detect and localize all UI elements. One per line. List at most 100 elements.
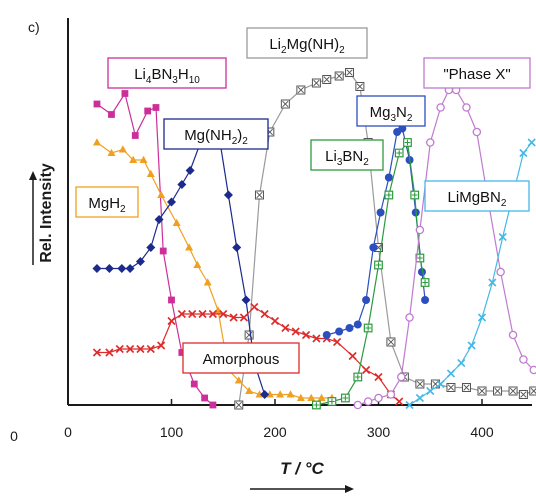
y-axis-arrowhead	[29, 171, 37, 180]
data-point	[307, 393, 316, 401]
corner-zero-label: 0	[10, 428, 18, 444]
data-point	[117, 264, 127, 273]
data-point	[403, 138, 412, 147]
data-point	[301, 330, 311, 340]
data-point	[185, 243, 194, 251]
data-point	[126, 344, 135, 354]
data-point	[107, 148, 116, 156]
data-point	[374, 372, 383, 382]
data-point	[322, 75, 332, 84]
data-point	[477, 313, 487, 322]
data-point	[312, 400, 321, 410]
data-point	[244, 330, 254, 340]
label-box	[107, 57, 227, 89]
data-point	[198, 309, 207, 319]
data-point	[395, 397, 404, 406]
label-box	[310, 139, 384, 171]
data-point	[115, 344, 124, 354]
data-point	[436, 379, 445, 389]
series-layer	[92, 68, 536, 410]
data-point	[333, 337, 342, 347]
data-point	[92, 138, 101, 146]
series-label-MgNH22: Mg(NH2)2	[163, 118, 269, 150]
series-PhaseX	[353, 85, 536, 410]
data-point	[420, 278, 430, 287]
x-axis-label: T / °C	[280, 459, 324, 478]
data-point	[363, 397, 373, 406]
label-box	[75, 186, 139, 218]
data-point	[118, 145, 127, 153]
data-point	[345, 68, 355, 77]
data-point	[296, 393, 305, 401]
data-point	[518, 390, 528, 399]
panel-label: c)	[28, 19, 40, 35]
data-point	[223, 190, 233, 200]
series-Li3BN2	[312, 138, 430, 410]
data-point	[185, 166, 195, 175]
data-point	[270, 316, 280, 326]
data-point	[250, 302, 259, 312]
data-point	[374, 260, 383, 270]
x-tick-label: 100	[160, 424, 184, 440]
data-point	[260, 309, 269, 319]
data-point	[135, 257, 145, 266]
data-point	[168, 296, 175, 304]
series-Li4BN3H10	[93, 90, 217, 409]
data-point	[245, 386, 254, 394]
data-point	[178, 349, 186, 356]
data-point	[335, 327, 344, 336]
data-point	[362, 365, 371, 375]
data-point	[327, 397, 337, 406]
data-point	[353, 400, 363, 410]
data-point	[311, 78, 321, 88]
label-text: LiMgBN2	[448, 189, 507, 209]
data-point	[219, 309, 228, 319]
data-point	[529, 386, 536, 396]
label-text: Li4BN3H10	[134, 66, 200, 86]
data-point	[154, 215, 164, 224]
data-point	[121, 90, 129, 97]
data-point	[188, 309, 197, 319]
data-point	[172, 218, 181, 226]
series-line	[316, 141, 426, 406]
data-point	[232, 243, 242, 252]
data-point	[146, 169, 155, 177]
data-point	[129, 155, 138, 163]
data-point	[415, 225, 425, 235]
series-labels: Li4BN3H10 Li2Mg(NH)2 "Phase X" Mg(NH2)2 Mg3N…	[75, 27, 531, 374]
series-label-LiMgBN2: LiMgBN2	[424, 180, 530, 212]
data-point	[317, 393, 326, 401]
data-point	[312, 334, 321, 343]
data-point	[446, 383, 456, 392]
data-point	[286, 390, 295, 398]
data-point	[457, 358, 466, 368]
data-point	[280, 99, 290, 109]
label-text: Li2Mg(NH)2	[269, 36, 345, 56]
data-point	[410, 190, 420, 200]
data-point	[201, 394, 209, 402]
data-point	[405, 313, 414, 322]
data-point	[415, 379, 425, 389]
label-text: Amorphous	[203, 351, 280, 368]
series-label-LiMgNH: Li2Mg(NH)2	[246, 27, 368, 59]
label-text: "Phase X"	[443, 66, 510, 83]
data-point	[144, 107, 152, 115]
series-line	[357, 89, 535, 406]
data-point	[397, 372, 406, 382]
data-point	[193, 260, 202, 268]
data-point	[467, 341, 476, 350]
data-point	[152, 104, 160, 111]
data-point	[104, 264, 114, 273]
data-point	[446, 369, 456, 378]
data-point	[348, 351, 357, 361]
data-point	[355, 82, 365, 91]
label-text: Mg(NH2)2	[184, 127, 248, 147]
data-point	[239, 313, 249, 322]
data-point	[519, 148, 528, 158]
data-point	[146, 243, 156, 252]
data-point	[353, 372, 363, 382]
data-point	[276, 390, 285, 398]
data-point	[203, 278, 212, 286]
axes: 0 100 200 300 400 0 T / °C Rel. Intensity	[10, 18, 532, 493]
